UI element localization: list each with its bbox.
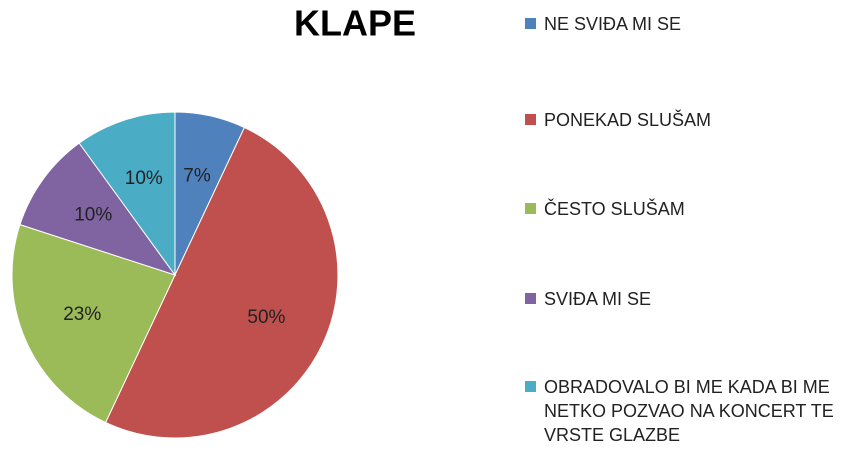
pie-slice bbox=[78, 111, 176, 277]
legend-label: NE SVIĐA MI SE bbox=[544, 14, 682, 34]
pie-slice bbox=[11, 223, 176, 424]
legend-item: ČESTO SLUŠAM bbox=[525, 197, 845, 221]
chart-title: KLAPE bbox=[294, 3, 416, 44]
legend-item: PONEKAD SLUŠAM bbox=[525, 108, 845, 132]
legend-label: SVIĐA MI SE bbox=[544, 289, 652, 309]
legend-item: OBRADOVALO BI ME KADA BI ME NETKO POZVAO… bbox=[525, 375, 845, 447]
legend-item: NE SVIĐA MI SE bbox=[525, 12, 845, 36]
legend-label: PONEKAD SLUŠAM bbox=[544, 110, 712, 130]
legend-label: ČESTO SLUŠAM bbox=[544, 199, 685, 219]
data-label: 10% bbox=[125, 168, 163, 189]
legend-swatch bbox=[525, 114, 536, 125]
data-label: 50% bbox=[247, 307, 285, 328]
legend-swatch bbox=[525, 381, 536, 392]
data-label: 10% bbox=[74, 205, 112, 226]
legend-label: OBRADOVALO BI ME KADA BI ME NETKO POZVAO… bbox=[544, 377, 834, 445]
legend-item: SVIĐA MI SE bbox=[525, 287, 845, 311]
data-label: 23% bbox=[63, 304, 101, 325]
data-label: 7% bbox=[183, 165, 211, 186]
legend-swatch bbox=[525, 203, 536, 214]
pie-slice bbox=[19, 142, 177, 276]
legend-swatch bbox=[525, 293, 536, 304]
legend-swatch bbox=[525, 18, 536, 29]
pie-slice bbox=[104, 126, 339, 439]
